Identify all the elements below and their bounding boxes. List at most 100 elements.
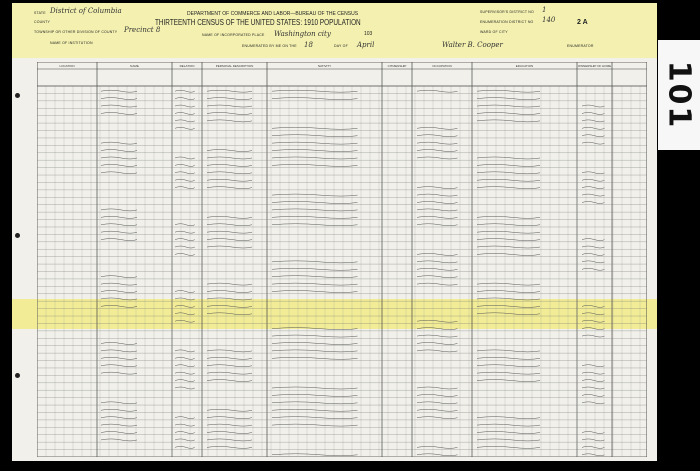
handwritten-entry (271, 193, 358, 197)
handwritten-entry (206, 305, 253, 308)
handwritten-entry (174, 290, 195, 293)
handwritten-entry (271, 409, 358, 412)
handwritten-entry (271, 453, 358, 457)
handwritten-entry (271, 127, 358, 130)
handwritten-entry (206, 119, 253, 123)
sheet-number: 2 A (577, 19, 588, 26)
handwritten-entry (416, 453, 458, 457)
handwritten-entry (581, 319, 605, 323)
handwritten-entry (476, 371, 541, 375)
handwritten-entry (416, 409, 458, 412)
handwritten-entry (416, 201, 458, 204)
handwritten-entry (206, 171, 253, 175)
handwritten-entry (174, 186, 195, 189)
county-label: COUNTY (34, 20, 50, 24)
handwritten-entry (581, 386, 605, 390)
handwritten-entry (581, 438, 605, 442)
handwritten-entry (100, 431, 138, 434)
handwritten-entry (174, 357, 195, 360)
column-header: OWNERSHIP OF HOME (578, 64, 611, 68)
handwritten-entry (581, 171, 605, 175)
handwritten-entry (476, 164, 541, 167)
handwritten-entry (206, 297, 253, 301)
binder-hole (15, 373, 20, 378)
handwritten-entry (206, 156, 253, 160)
handwritten-entry (416, 141, 458, 145)
handwritten-entry (100, 171, 138, 175)
handwritten-entry (100, 141, 138, 145)
handwritten-entry (581, 127, 605, 130)
handwritten-entry (416, 349, 458, 353)
township-label: TOWNSHIP OR OTHER DIVISION OF COUNTY (34, 30, 118, 34)
handwritten-entry (174, 171, 195, 175)
handwritten-entry (206, 349, 253, 353)
handwritten-entry (271, 290, 358, 293)
handwritten-entry (271, 89, 358, 93)
sheet-header: STATE District of Columbia COUNTY TOWNSH… (12, 3, 657, 58)
handwritten-entry (174, 431, 195, 434)
column-header: PERSONAL DESCRIPTION (216, 64, 254, 68)
handwritten-entry (271, 342, 358, 345)
handwritten-entry (206, 178, 253, 182)
handwritten-entry (100, 364, 138, 367)
handwritten-entry (416, 446, 458, 449)
handwritten-entry (476, 379, 541, 382)
handwritten-entry (476, 223, 541, 227)
handwritten-entry (476, 186, 541, 189)
handwritten-entry (174, 386, 195, 390)
handwritten-entry (416, 89, 458, 93)
handwritten-entry (476, 364, 541, 367)
handwritten-entry (271, 357, 358, 360)
handwritten-entry (206, 112, 253, 115)
handwritten-entry (100, 275, 138, 278)
handwritten-entry (100, 89, 138, 93)
column-header: CITIZENSHIP (388, 64, 407, 68)
handwritten-entry (271, 394, 358, 397)
handwritten-entry (271, 216, 358, 219)
handwritten-entry (476, 119, 541, 123)
handwritten-entry (416, 186, 458, 189)
handwritten-entry (100, 156, 138, 160)
place-value: Washington city (274, 30, 331, 38)
handwritten-entry (476, 89, 541, 93)
handwritten-entry (271, 349, 358, 353)
handwritten-entry (174, 178, 195, 182)
handwritten-entry (416, 394, 458, 397)
handwritten-entry (100, 409, 138, 412)
handwritten-entry (271, 201, 358, 204)
handwritten-entry (206, 446, 253, 449)
column-header: EDUCATION (516, 64, 533, 68)
enumeration-value: 140 (542, 16, 556, 24)
handwritten-entry (100, 164, 138, 167)
institution-label: NAME OF INSTITUTION (50, 41, 93, 45)
handwritten-entry (476, 238, 541, 241)
handwritten-entry (271, 149, 358, 152)
handwritten-entry (174, 349, 195, 353)
handwritten-entry (206, 216, 253, 219)
handwritten-entry (271, 401, 358, 405)
handwritten-entry (476, 178, 541, 182)
handwritten-entry (100, 104, 138, 108)
handwritten-entry (581, 193, 605, 197)
handwritten-entry (174, 104, 195, 108)
handwritten-entry (100, 282, 138, 286)
handwritten-entry (476, 416, 541, 419)
handwritten-entry (476, 305, 541, 308)
handwritten-entry (174, 305, 195, 308)
handwritten-entry (206, 438, 253, 442)
handwritten-entry (100, 401, 138, 405)
handwritten-entry (206, 431, 253, 434)
handwritten-entry (416, 327, 458, 330)
handwritten-entry (206, 230, 253, 234)
handwritten-entry (174, 230, 195, 234)
handwritten-entry (271, 97, 358, 100)
supervisor-value: 1 (542, 6, 547, 14)
handwritten-entry (416, 342, 458, 345)
handwritten-entry (581, 401, 605, 405)
handwritten-entry (476, 312, 541, 316)
handwritten-entry (100, 97, 138, 100)
handwritten-entry (174, 119, 195, 123)
handwritten-entry (271, 327, 358, 330)
handwritten-entry (416, 386, 458, 390)
handwritten-entry (416, 401, 458, 405)
